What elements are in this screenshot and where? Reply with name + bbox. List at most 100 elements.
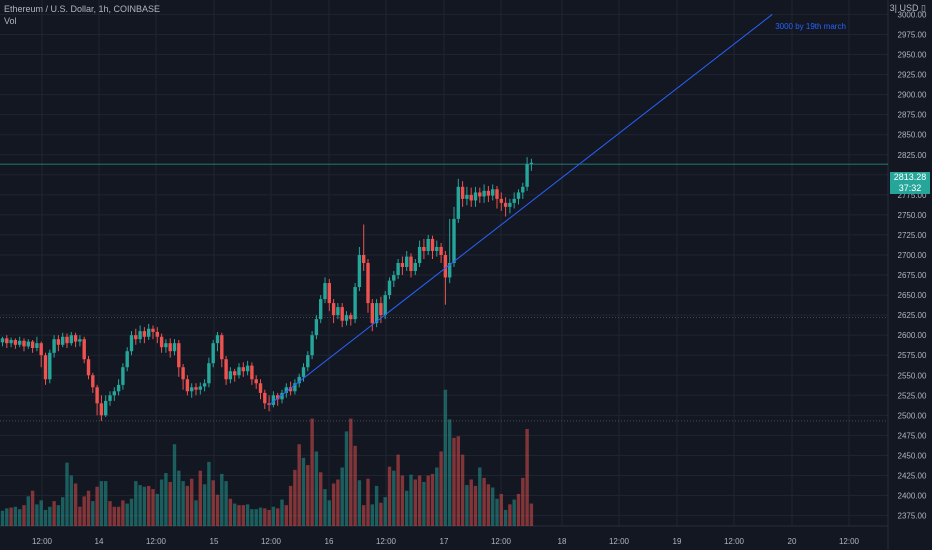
volume-bar [366,478,370,526]
candle-body [86,359,91,376]
candle-body [129,335,134,352]
volume-bar [521,477,525,526]
price-axis[interactable]: 3000.00 2975.00 2950.00 2925.00 2900.00 2875.… [898,10,927,520]
price-tick-label: 2975.00 [898,30,927,39]
volume-bar [473,485,478,526]
candle-body [486,190,491,196]
volume-bar [13,506,18,526]
time-axis[interactable]: 12:00 14 12:00 15 12:00 16 12:00 17 12:00 18 12:00… [32,537,860,546]
volume-bar [499,493,503,526]
candle-body [56,339,61,345]
candle-body [224,359,228,380]
volume-bar [439,451,443,526]
time-tick-label: 18 [558,537,567,546]
volume-bar [22,505,26,526]
volume-bar [344,431,349,526]
candle-body [516,192,521,199]
time-tick-label: 12:00 [376,537,397,546]
volume-bar [61,497,65,526]
volume-bar [35,504,39,526]
volume-bar [478,467,482,526]
volume-bar [422,481,426,526]
volume-bar [452,437,456,526]
candle-body [211,343,215,364]
candle-body [43,355,48,380]
currency-menu-icon[interactable]: 3| [889,3,897,13]
volume-bar [95,486,99,526]
candle-body [30,341,35,348]
candle-body [417,246,422,263]
volume-bar [30,490,35,526]
volume-bar [254,509,258,526]
price-tick-label: 2525.00 [898,391,927,400]
candle-body [263,392,267,404]
price-tick-label: 2375.00 [898,512,927,521]
candle-body [323,283,327,300]
candle-body [125,351,129,368]
volume-bar [172,444,177,526]
time-tick-label: 20 [788,537,797,546]
price-tick-label: 2575.00 [898,351,927,360]
volume-bar [155,493,159,526]
candle-body [499,198,503,203]
price-tick-label: 2825.00 [898,151,927,160]
candle-body [116,384,121,392]
price-tick-label: 3000.00 [898,10,927,19]
time-tick-label: 17 [440,537,449,546]
volume-bar [508,504,512,526]
candle-body [495,189,499,199]
time-tick-label: 12:00 [32,537,53,546]
trendline-segment [268,14,773,406]
candle-body [387,280,392,296]
candlesticks [0,157,534,421]
price-tick-label: 2725.00 [898,231,927,240]
volume-bar [250,509,254,526]
volume-bar [39,500,43,526]
time-tick-label: 12:00 [839,537,860,546]
time-tick-label: 12:00 [724,537,745,546]
volume-bar [267,509,271,526]
candle-body [314,319,319,336]
candle-body [155,331,159,337]
volume-bar [9,507,13,526]
candle-body [168,343,172,352]
volume-bar [310,418,314,526]
volume-bar [495,498,499,526]
candle-body [327,283,331,304]
candle-body [482,190,486,197]
volume-indicator-label[interactable]: Vol [4,16,17,26]
volume-bar [168,481,172,526]
volume-bar [301,457,306,526]
candle-body [99,403,104,416]
candle-body [151,328,155,332]
price-tick-label: 2500.00 [898,411,927,420]
volume-bar [233,503,237,526]
candle-body [202,383,207,387]
candle-body [473,192,478,201]
volume-bar [306,465,310,526]
price-tick-label: 2950.00 [898,51,927,60]
time-tick-label: 12:00 [261,537,282,546]
volume-bar [177,470,181,526]
volume-bar [370,504,374,526]
volume-bar [512,499,516,526]
currency-label[interactable]: 3| USD ▯ [890,3,926,14]
candle-body [207,363,211,384]
volume-bar [78,506,82,526]
candle-body [276,395,280,400]
trendline[interactable] [268,14,773,406]
candle-body [362,254,366,263]
candle-body [121,367,125,385]
candle-body [159,336,164,348]
candle-body [78,339,82,342]
volume-bar [503,509,508,526]
candle-body [344,315,349,321]
currency-chevron-icon[interactable]: ▯ [921,3,926,13]
volume-bar [142,486,147,526]
time-tick-label: 16 [325,537,334,546]
candle-body [241,367,245,372]
volume-bar [211,480,215,526]
candle-body [409,256,413,272]
trendline-annotation[interactable]: 3000 by 19th march [775,22,846,32]
